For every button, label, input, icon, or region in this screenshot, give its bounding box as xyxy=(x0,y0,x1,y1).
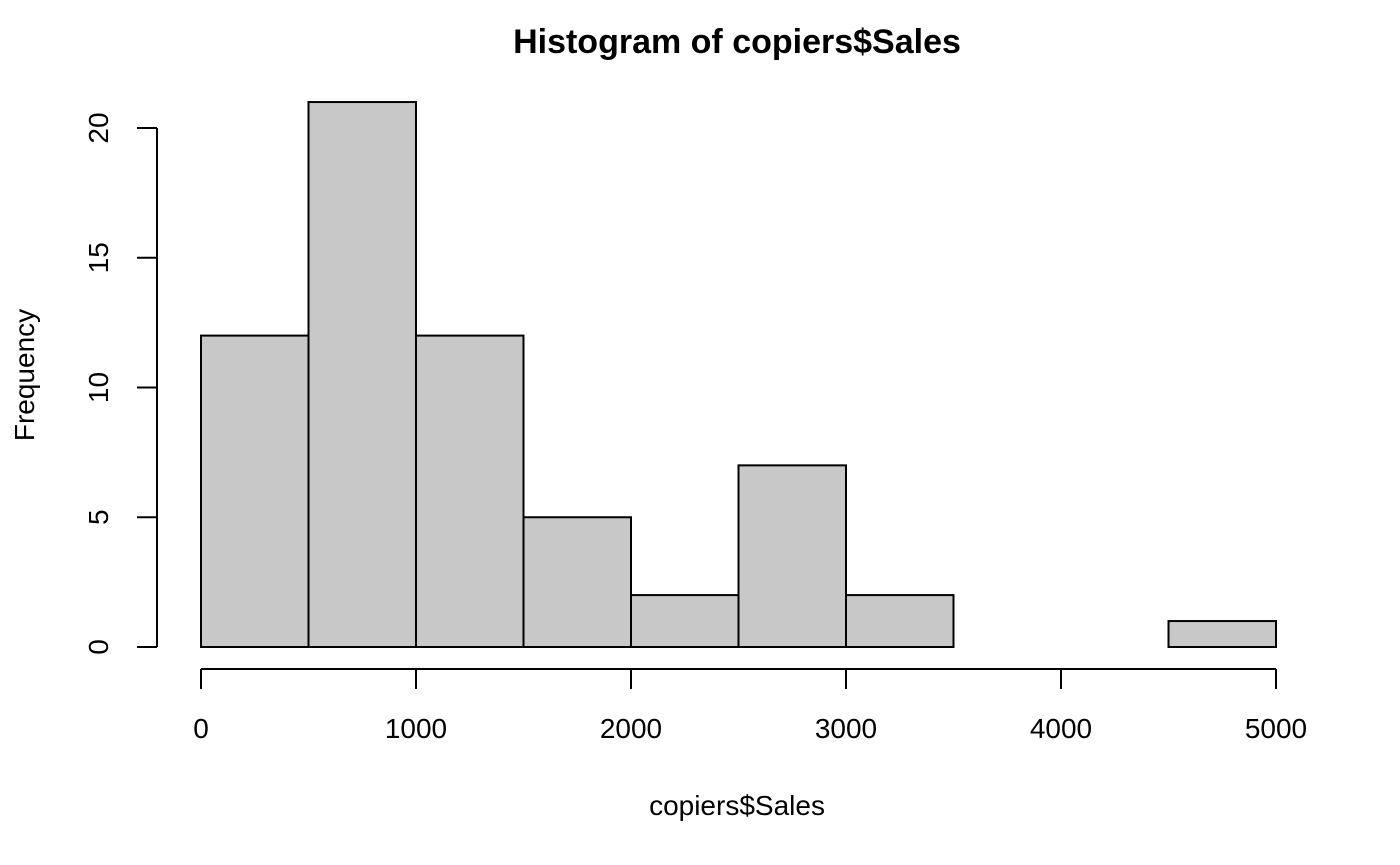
y-tick-label: 15 xyxy=(83,242,114,273)
histogram-bar xyxy=(1167,620,1277,648)
histogram-bar xyxy=(737,464,847,648)
histogram-bar xyxy=(845,594,955,648)
x-tick-label: 4000 xyxy=(1030,713,1092,744)
x-tick-label: 3000 xyxy=(815,713,877,744)
histogram-bar xyxy=(200,334,310,648)
y-tick-label: 20 xyxy=(83,112,114,143)
histogram-bar xyxy=(415,334,525,648)
x-tick-label: 0 xyxy=(193,713,209,744)
x-tick-label: 2000 xyxy=(600,713,662,744)
histogram-bar xyxy=(630,594,740,648)
y-axis: 0 5 10 15 20 xyxy=(83,112,158,655)
y-tick-label: 5 xyxy=(83,509,114,525)
y-axis-label: Frequency xyxy=(9,309,40,441)
x-axis-label: copiers$Sales xyxy=(649,790,825,821)
chart-title: Histogram of copiers$Sales xyxy=(513,23,961,61)
x-tick-label: 1000 xyxy=(385,713,447,744)
histogram-bar xyxy=(522,516,632,648)
y-tick-label: 10 xyxy=(83,372,114,403)
x-tick-label: 5000 xyxy=(1245,713,1307,744)
x-axis: 0 1000 2000 3000 4000 5000 xyxy=(193,668,1307,744)
histogram-bar xyxy=(307,101,417,649)
bars-layer xyxy=(200,101,1277,649)
y-tick-label: 0 xyxy=(83,639,114,655)
